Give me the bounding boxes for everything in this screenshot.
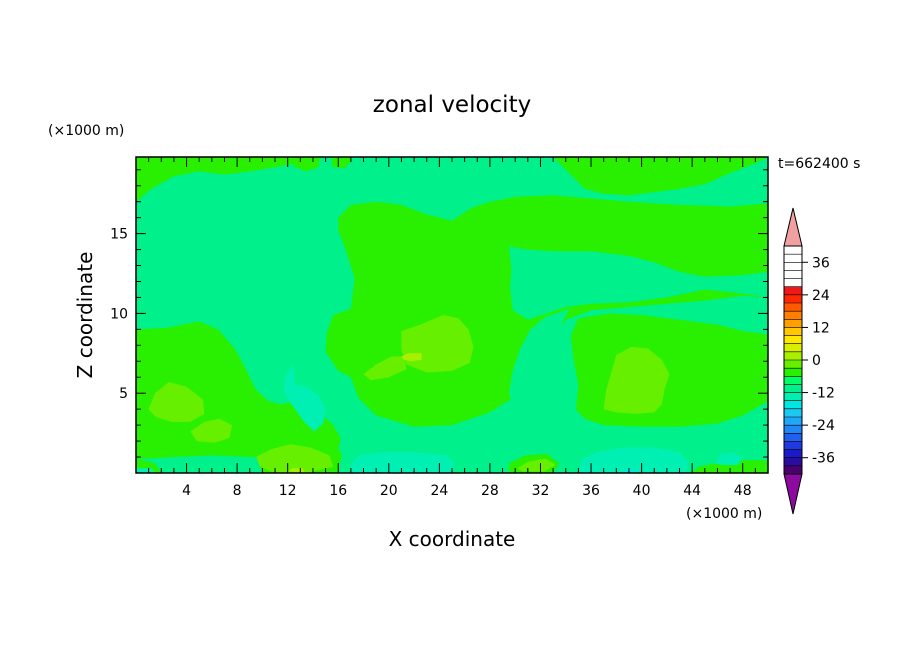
colorbar-bin [784, 319, 802, 328]
x-tick-label: 32 [532, 483, 550, 499]
colorbar-bin [784, 376, 802, 385]
contour-region-13 [692, 460, 768, 473]
colorbar-bin [784, 368, 802, 377]
x-tick-label: 28 [481, 483, 499, 499]
contour-region-6 [508, 246, 768, 320]
colorbar-tick-label: 24 [812, 288, 830, 304]
contour-region-2 [553, 157, 768, 196]
y-tick-label: 10 [110, 306, 128, 322]
contour-region-23 [283, 364, 326, 432]
contour-region-18 [190, 418, 233, 443]
colorbar-tick-label: -12 [812, 386, 835, 402]
x-tick-label: 8 [233, 483, 242, 499]
y-axis: 5 10 15 [110, 169, 768, 458]
x-tick-label: 40 [633, 483, 651, 499]
colorbar-bin [784, 327, 802, 336]
colorbar-bin [784, 465, 802, 474]
contour-region-9 [570, 313, 768, 427]
colorbar-bin [784, 408, 802, 417]
chart-title: zonal velocity [373, 92, 531, 118]
contour-region-27 [136, 468, 155, 473]
x-unit-label: (×1000 m) [686, 506, 762, 522]
contour-region-19 [256, 444, 334, 473]
y-tick-label: 5 [119, 386, 128, 402]
x-tick-label: 20 [380, 483, 398, 499]
colorbar-tick-label: -24 [812, 418, 835, 434]
y-tick-label: 15 [110, 227, 128, 243]
contour-region-15 [363, 356, 407, 381]
contour-region-21 [401, 353, 422, 362]
x-tick-label: 24 [430, 483, 448, 499]
contour-region-1 [136, 157, 326, 202]
colorbar-bin [784, 360, 802, 369]
colorbar-bin [784, 433, 802, 442]
x-tick-label: 44 [683, 483, 701, 499]
x-tick-label: 16 [329, 483, 347, 499]
contour-region-28 [714, 452, 743, 465]
colorbar-bin [784, 441, 802, 450]
contour-region-24 [350, 452, 455, 473]
contour-region-7 [508, 308, 579, 426]
x-axis: 4 8 12 16 20 24 28 32 36 40 44 48 [148, 157, 756, 499]
colorbar-bin [784, 425, 802, 434]
y-unit-label: (×1000 m) [48, 123, 124, 139]
contour-region-25 [578, 447, 689, 473]
colorbar-bin [784, 400, 802, 409]
colorbar-bin [784, 335, 802, 344]
colorbar-bin [784, 384, 802, 393]
y-axis-title: Z coordinate [73, 252, 97, 379]
x-tick-label: 36 [582, 483, 600, 499]
colorbar-bin [784, 294, 802, 303]
colorbar-bin [784, 392, 802, 401]
x-tick-label: 12 [279, 483, 297, 499]
contour-region-8 [136, 321, 341, 459]
colorbar-tick-label: 0 [812, 353, 821, 369]
colorbar-bin [784, 286, 802, 295]
colorbar-bin [784, 457, 802, 466]
x-tick-label: 4 [182, 483, 191, 499]
colorbar-bin [784, 417, 802, 426]
colorbar-bin [784, 449, 802, 458]
colorbar: 36 24 12 0 -12 -24 -36 [783, 207, 835, 515]
time-label: t=662400 s [778, 156, 860, 172]
x-axis-title: X coordinate [389, 527, 516, 551]
colorbar-tick-label: -36 [812, 451, 835, 467]
colorbar-bin [784, 351, 802, 360]
colorbar-bin [784, 311, 802, 320]
contour-region-16 [603, 346, 670, 414]
colorbar-bin [784, 303, 802, 312]
contour-fill-area [136, 157, 768, 473]
colorbar-bin [784, 343, 802, 352]
colorbar-tick-label: 36 [812, 255, 830, 271]
colorbar-tick-label: 12 [812, 320, 830, 336]
x-tick-label: 48 [734, 483, 752, 499]
contour-region-4 [331, 157, 351, 169]
contour-region-20 [517, 458, 556, 472]
contour-region-17 [148, 382, 205, 422]
